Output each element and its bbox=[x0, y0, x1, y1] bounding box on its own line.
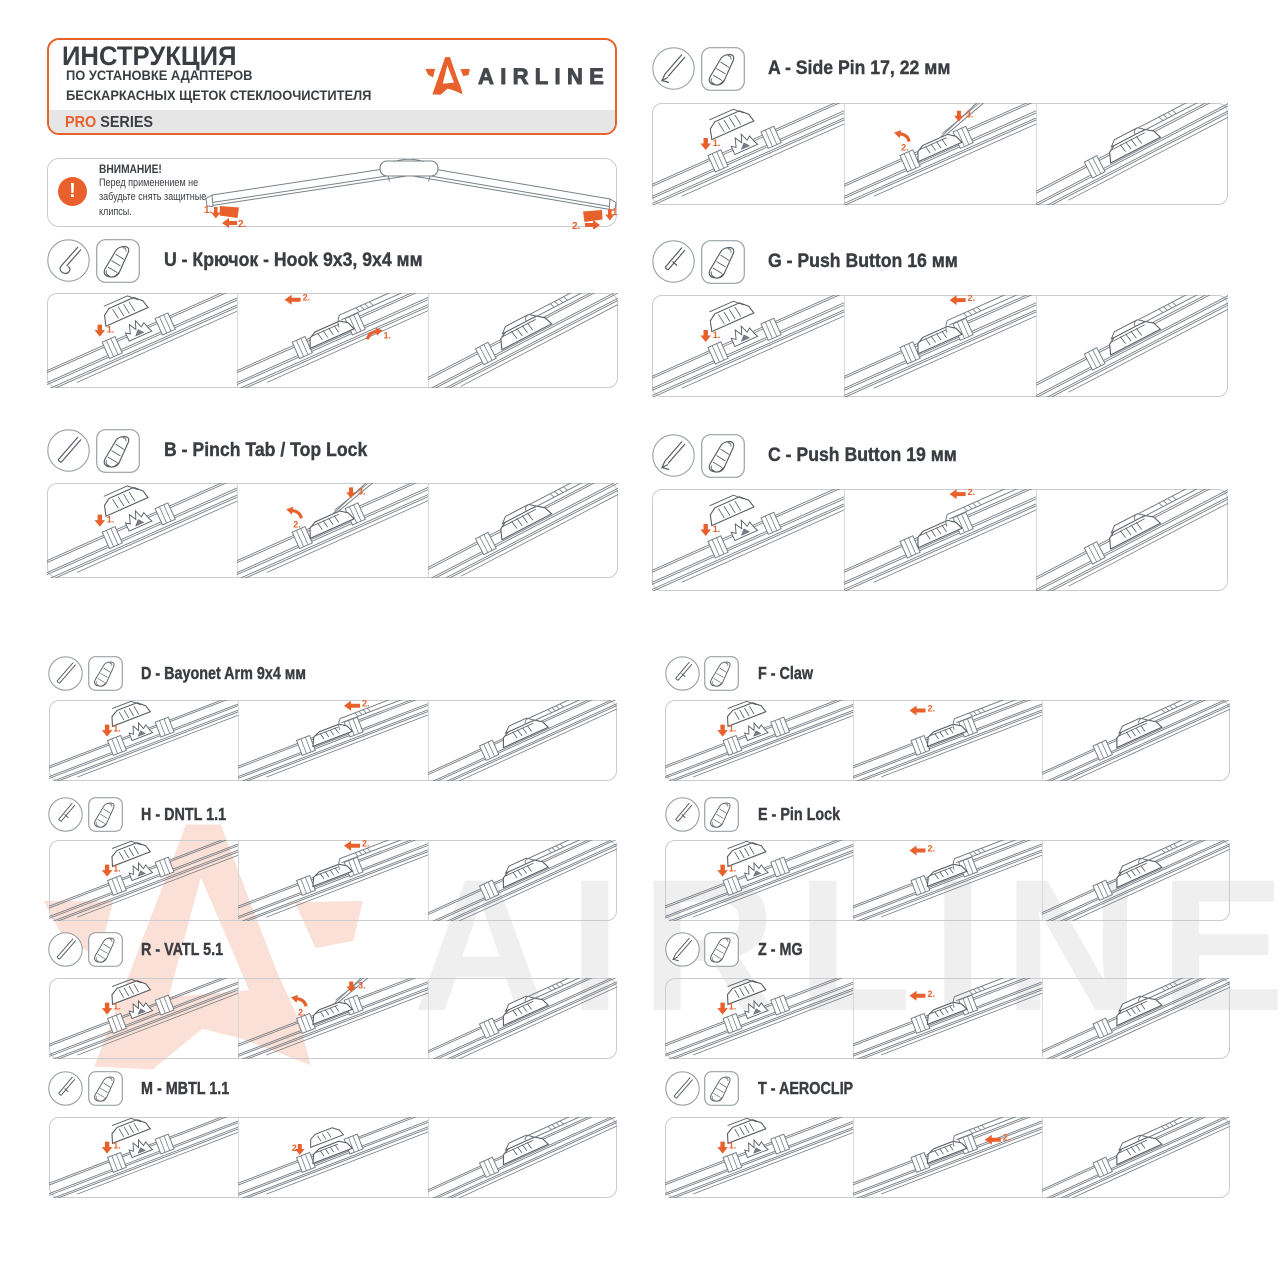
svg-text:1.: 1. bbox=[729, 1002, 737, 1012]
svg-text:2.: 2. bbox=[298, 1007, 306, 1017]
svg-text:3.: 3. bbox=[966, 110, 974, 120]
svg-text:1.: 1. bbox=[729, 864, 737, 874]
svg-text:1.: 1. bbox=[713, 138, 721, 148]
svg-text:1.: 1. bbox=[384, 330, 392, 340]
svg-text:3.: 3. bbox=[358, 981, 366, 991]
svg-text:3.: 3. bbox=[358, 486, 366, 496]
svg-text:2.: 2. bbox=[362, 700, 370, 709]
svg-text:2.: 2. bbox=[238, 219, 247, 229]
svg-text:2.: 2. bbox=[901, 143, 909, 153]
svg-text:1.: 1. bbox=[713, 524, 721, 534]
svg-text:1.: 1. bbox=[612, 207, 618, 218]
svg-text:2.: 2. bbox=[572, 221, 581, 229]
svg-text:1.: 1. bbox=[107, 515, 115, 525]
svg-text:2.: 2. bbox=[294, 519, 302, 529]
svg-text:1.: 1. bbox=[204, 205, 213, 216]
svg-text:1.: 1. bbox=[113, 864, 120, 874]
svg-text:2.: 2. bbox=[1003, 1133, 1011, 1143]
svg-text:2.: 2. bbox=[928, 844, 936, 854]
svg-text:1.: 1. bbox=[113, 1141, 120, 1151]
svg-text:1.: 1. bbox=[113, 1002, 120, 1012]
svg-text:1.: 1. bbox=[113, 724, 120, 734]
svg-text:1.: 1. bbox=[713, 330, 721, 340]
svg-text:2.: 2. bbox=[968, 295, 976, 303]
svg-text:2.: 2. bbox=[303, 293, 311, 303]
svg-text:1.: 1. bbox=[729, 724, 737, 734]
svg-text:2.: 2. bbox=[928, 704, 936, 714]
svg-text:1.: 1. bbox=[729, 1141, 737, 1151]
svg-text:1.: 1. bbox=[107, 325, 115, 335]
svg-text:2.: 2. bbox=[362, 840, 370, 849]
svg-text:2.: 2. bbox=[968, 489, 976, 497]
svg-text:2.: 2. bbox=[292, 1143, 300, 1153]
svg-text:2.: 2. bbox=[928, 989, 936, 999]
